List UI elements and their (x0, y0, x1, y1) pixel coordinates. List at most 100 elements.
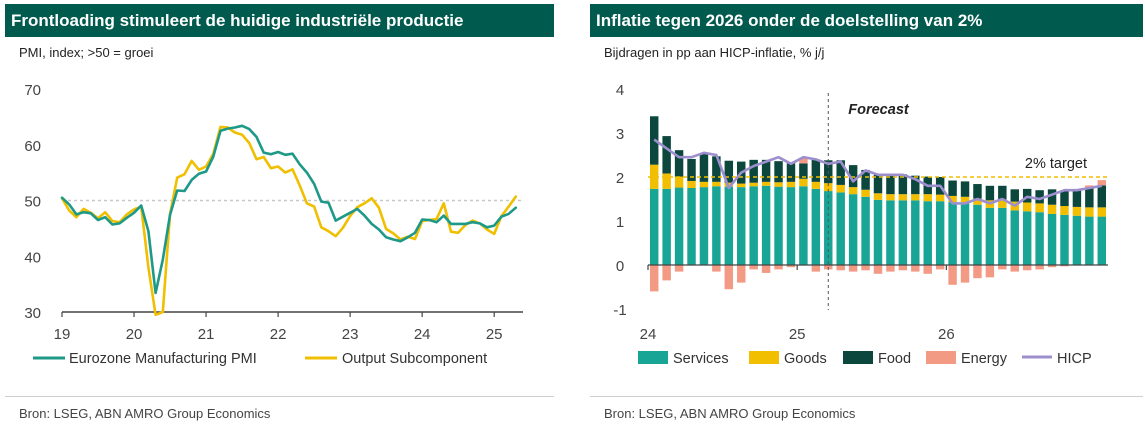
bar-segment-food (1047, 189, 1057, 205)
bar-segment-goods (1085, 207, 1094, 217)
bar-segment-food (861, 169, 870, 190)
bar-segment-services (824, 191, 833, 265)
bar-segment-energy (873, 265, 883, 274)
bar-segment-food (898, 174, 908, 195)
bar-segment-goods (935, 194, 945, 202)
left-chart-source: Bron: LSEG, ABN AMRO Group Economics (19, 406, 271, 421)
bar-segment-energy (1085, 185, 1094, 188)
bar-segment-goods (960, 196, 970, 204)
bar-segment-goods (687, 180, 696, 188)
left-chart-subtitle: PMI, index; >50 = groei (19, 45, 154, 60)
bar-segment-goods (1047, 204, 1057, 214)
bar-segment-services (749, 186, 758, 265)
y-tick-label: 3 (616, 126, 624, 143)
bar-segment-services (836, 192, 845, 265)
bar-segment-goods (886, 194, 895, 201)
bar-segment-services (811, 188, 821, 265)
bar-segment-food (973, 184, 982, 199)
legend-label-hicp: HICP (1057, 351, 1092, 367)
bar-segment-goods (786, 181, 796, 188)
bar-segment-food (960, 181, 970, 197)
y-tick-label: 50 (24, 194, 41, 211)
legend-label-pmi: Eurozone Manufacturing PMI (69, 351, 257, 367)
bar-segment-food (1060, 190, 1069, 207)
y-tick-label: 2 (616, 170, 624, 187)
bar-segment-energy (1010, 265, 1019, 272)
bar-segment-services (911, 200, 920, 265)
bar-segment-services (998, 207, 1007, 265)
bar-segment-services (799, 186, 808, 265)
bar-segment-energy (848, 265, 858, 272)
bar-segment-energy (761, 265, 771, 273)
bar-segment-energy (898, 265, 908, 271)
bar-segment-energy (973, 265, 982, 279)
bar-segment-goods (948, 195, 957, 203)
bar-segment-goods (861, 189, 870, 197)
bar-segment-food (774, 161, 783, 183)
bar-segment-food (749, 159, 758, 183)
bar-segment-goods (898, 194, 908, 201)
bar-segment-goods (799, 178, 808, 187)
legend-swatch-goods (749, 351, 779, 364)
legend-label-output: Output Subcomponent (342, 351, 487, 367)
y-tick-label: 40 (24, 249, 41, 266)
bar-segment-goods (1097, 207, 1107, 217)
bar-segment-energy (649, 265, 659, 292)
y-tick-label: 30 (24, 305, 41, 322)
x-tick-label: 24 (640, 326, 657, 343)
legend-label-services: Services (673, 351, 729, 367)
bar-segment-goods (674, 176, 684, 188)
legend-label-food: Food (878, 351, 911, 367)
bar-segment-energy (774, 265, 783, 270)
bar-segment-goods (712, 181, 721, 187)
bar-segment-energy (712, 265, 721, 272)
legend-swatch-energy (926, 351, 956, 364)
legend-label-energy: Energy (961, 351, 1008, 367)
legend-swatch-services (638, 351, 668, 364)
bar-segment-food (848, 165, 858, 188)
bar-segment-services (699, 187, 709, 265)
bar-segment-services (674, 187, 684, 265)
bar-segment-energy (799, 158, 808, 164)
bar-segment-services (649, 188, 659, 265)
bar-segment-food (687, 158, 696, 181)
bar-segment-services (960, 203, 970, 265)
bar-segment-services (861, 196, 870, 265)
left-chart-title: Frontloading stimuleert de huidige indus… (5, 4, 554, 37)
x-tick-label: 22 (270, 326, 287, 343)
bar-segment-food (886, 175, 895, 195)
bar-segment-services (1022, 211, 1032, 265)
bar-segment-food (948, 180, 957, 196)
bar-segment-energy (911, 265, 920, 272)
bar-segment-energy (948, 265, 957, 285)
bar-segment-food (911, 175, 920, 195)
y-tick-label: 4 (616, 82, 624, 99)
bar-segment-energy (960, 265, 970, 283)
bar-segment-energy (749, 265, 758, 270)
y-tick-label: 60 (24, 138, 41, 155)
bar-segment-goods (923, 194, 932, 202)
bar-segment-goods (761, 181, 771, 186)
bar-segment-services (848, 194, 858, 265)
bar-segment-goods (774, 182, 783, 187)
bar-segment-services (873, 199, 883, 265)
x-tick-label: 23 (342, 326, 359, 343)
bar-segment-energy (923, 265, 932, 274)
bar-segment-services (1097, 216, 1107, 265)
bar-segment-goods (1060, 206, 1069, 215)
bar-segment-food (799, 163, 808, 179)
bar-segment-goods (1035, 203, 1044, 213)
bar-segment-goods (737, 183, 746, 188)
y-tick-label: 70 (24, 82, 41, 99)
bar-segment-energy (985, 265, 995, 278)
bar-segment-food (1010, 189, 1019, 202)
legend-label-goods: Goods (784, 351, 827, 367)
forecast-label: Forecast (848, 102, 910, 118)
bar-segment-services (948, 202, 957, 265)
bar-segment-goods (836, 184, 845, 193)
bar-segment-goods (1072, 206, 1082, 216)
bar-segment-food (674, 150, 684, 177)
bar-segment-food (786, 163, 796, 182)
x-tick-label: 19 (54, 326, 71, 343)
bar-segment-services (935, 201, 945, 265)
